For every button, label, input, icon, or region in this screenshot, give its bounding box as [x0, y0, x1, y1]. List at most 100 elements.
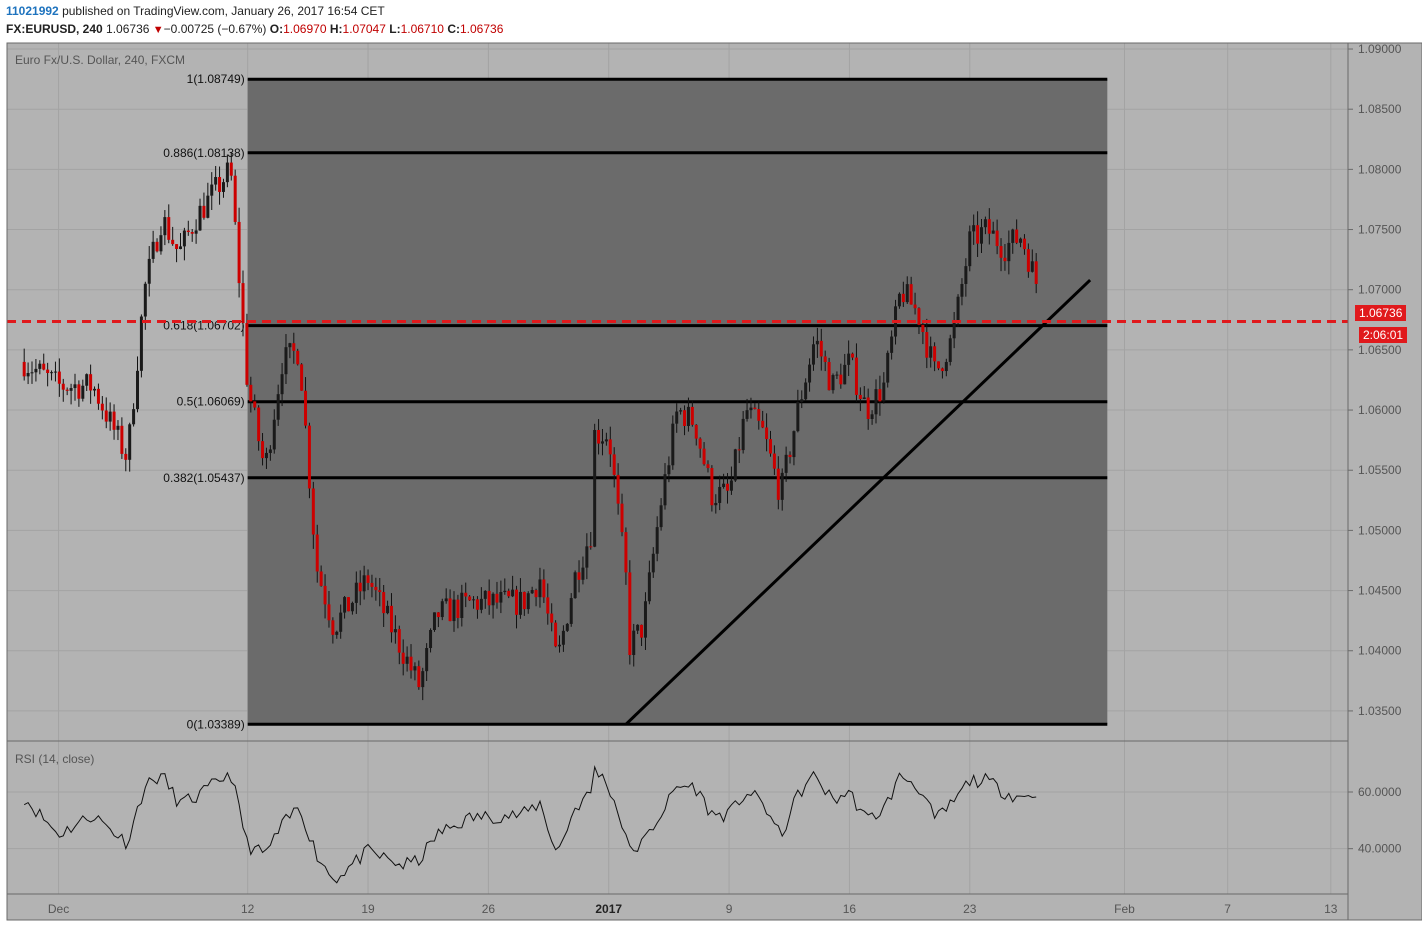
candle-body — [788, 454, 792, 458]
high-value: 1.07047 — [342, 22, 386, 36]
candle-body — [448, 598, 452, 622]
candle-body — [405, 656, 409, 664]
candle-body — [132, 409, 136, 425]
high-label: H: — [329, 22, 343, 36]
price-tick-label: 1.04000 — [1358, 644, 1402, 658]
candle-body — [155, 241, 159, 252]
candle-body — [694, 424, 698, 439]
candle-body — [261, 441, 265, 459]
candle-body — [839, 374, 843, 385]
candle-body — [198, 205, 202, 231]
candle-body — [343, 597, 347, 613]
candle-body — [1015, 229, 1019, 243]
candle-body — [698, 438, 702, 449]
candle-body — [85, 374, 89, 386]
candle-body — [225, 162, 229, 183]
candle-body — [733, 449, 737, 481]
candle-body — [378, 590, 382, 593]
candle-body — [456, 599, 460, 618]
candle-body — [913, 304, 917, 309]
candle-body — [808, 364, 812, 383]
candle-body — [991, 230, 995, 234]
candle-body — [96, 388, 100, 404]
candle-body — [765, 427, 769, 440]
candle-body — [983, 219, 987, 228]
candle-body — [194, 230, 198, 234]
author-id[interactable]: 11021992 — [6, 4, 59, 18]
candle-body — [624, 532, 628, 573]
time-tick-label: 23 — [963, 902, 977, 916]
candle-body — [1030, 261, 1034, 272]
candle-body — [827, 361, 831, 391]
rsi-series — [23, 764, 1037, 884]
candle-body — [811, 344, 815, 365]
candle-body — [335, 631, 339, 635]
close-label: C: — [447, 22, 460, 36]
rsi-pane-bg — [7, 741, 1348, 894]
symbol-label[interactable]: FX:EURUSD, 240 — [6, 22, 103, 36]
candle-body — [897, 293, 901, 307]
candle-body — [288, 343, 292, 348]
candle-body — [268, 449, 272, 453]
candle-body — [444, 598, 448, 602]
candle-body — [26, 373, 30, 377]
candle-body — [573, 572, 577, 599]
candle-body — [257, 407, 261, 442]
candle-body — [995, 230, 999, 247]
candle-body — [526, 593, 530, 610]
candle-body — [464, 592, 468, 597]
price-axis[interactable]: 1.09000 1.08500 1.08000 1.07500 1.07000 1.065… — [1348, 42, 1402, 718]
candle-body — [557, 644, 561, 647]
price-tick-label: 1.08000 — [1358, 162, 1402, 176]
candle-body — [370, 582, 374, 587]
candle-body — [116, 425, 120, 430]
candle-body — [214, 177, 218, 185]
candle-body — [710, 468, 714, 506]
fib-levels: 1(1.08749)0.886(1.08138)0.618(1.06702)0.… — [163, 72, 1108, 731]
candle-body — [886, 352, 890, 383]
candle-body — [522, 591, 526, 610]
candle-body — [495, 593, 499, 603]
candle-body — [53, 371, 57, 373]
candle-body — [737, 449, 741, 451]
candle-body — [366, 575, 370, 583]
candle-body — [546, 597, 550, 614]
down-arrow-icon: ▼ — [152, 24, 164, 36]
candle-body — [151, 241, 155, 259]
candle-body — [987, 219, 991, 234]
candle-body — [749, 407, 753, 411]
candle-body — [952, 322, 956, 339]
time-tick-label: 7 — [1224, 902, 1231, 916]
candle-body — [612, 454, 616, 475]
candle-body — [585, 546, 589, 568]
candle-body — [1011, 229, 1015, 243]
candle-body — [890, 336, 894, 353]
trend-line[interactable] — [624, 278, 1092, 726]
candle-body — [542, 579, 546, 598]
candle-body — [229, 162, 233, 176]
rsi-tick-label: 40.0000 — [1358, 842, 1402, 856]
candle-body — [796, 401, 800, 432]
candle-body — [468, 596, 472, 601]
candle-body — [581, 567, 585, 580]
candle-body — [706, 464, 710, 469]
candle-body — [933, 346, 937, 362]
fib-level-label: 0.886(1.08138) — [163, 146, 244, 160]
candles — [22, 151, 1038, 701]
fib-level-label: 0.5(1.06069) — [177, 395, 245, 409]
candle-body — [339, 612, 343, 632]
candle-body — [386, 605, 390, 614]
candle-body — [878, 389, 882, 402]
price-tick-label: 1.07500 — [1358, 223, 1402, 237]
candle-body — [960, 283, 964, 297]
time-axis[interactable]: Dec 12 19 26 2017 9 16 23 Feb 7 13 — [48, 902, 1338, 916]
candle-body — [440, 601, 444, 618]
candle-body — [593, 429, 597, 547]
candle-body — [761, 420, 765, 428]
candle-body — [77, 384, 81, 399]
candle-body — [429, 629, 433, 649]
open-label: O: — [269, 22, 284, 36]
candle-body — [647, 572, 651, 602]
candle-body — [374, 586, 378, 591]
